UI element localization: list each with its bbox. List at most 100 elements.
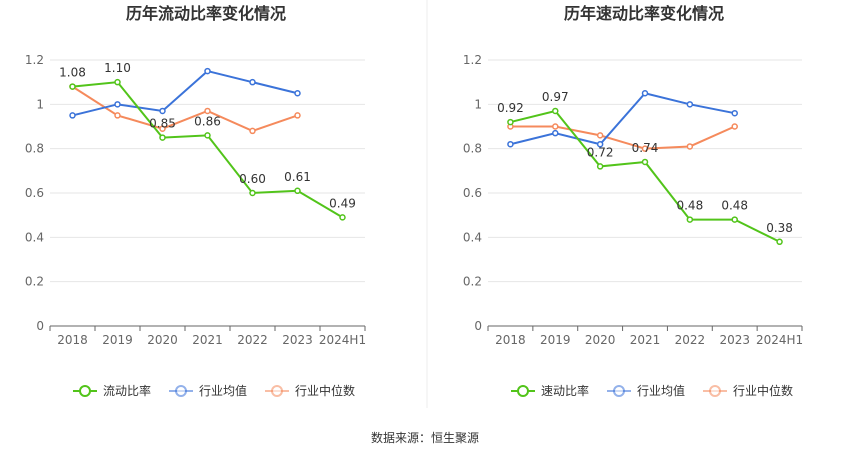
data-point: [686, 143, 694, 150]
legend-label: 行业中位数: [295, 383, 355, 398]
x-tick-label: 2024H1: [319, 333, 366, 347]
y-tick-label: 0.4: [463, 230, 482, 244]
legend-item-3[interactable]: 行业中位数: [703, 383, 793, 398]
legend-label: 行业中位数: [733, 383, 793, 398]
data-point: [249, 127, 256, 135]
data-point: [114, 112, 121, 119]
data-label: 0.86: [194, 114, 221, 128]
legend-marker: [709, 385, 721, 397]
legend-marker: [175, 385, 187, 397]
chart-title: 历年流动比率变化情况: [126, 4, 286, 23]
y-tick-label: 0.4: [25, 230, 44, 244]
data-point: [731, 216, 738, 223]
x-tick-label: 2023: [719, 333, 750, 347]
x-tick-label: 2021: [192, 333, 223, 347]
data-label: 0.61: [284, 170, 311, 184]
legend-marker: [79, 385, 91, 397]
data-label: 0.49: [329, 196, 356, 210]
legend-label: 行业均值: [199, 383, 247, 398]
chart-title: 历年速动比率变化情况: [564, 4, 724, 23]
series-line-1: [72, 81, 344, 219]
data-point: [552, 123, 559, 130]
series-line-2: [510, 92, 735, 146]
x-tick-label: 2024H1: [756, 333, 803, 347]
legend-marker: [271, 385, 283, 397]
x-tick-label: 2020: [147, 333, 178, 347]
legend-item-2[interactable]: 行业均值: [169, 383, 247, 398]
data-point: [731, 123, 738, 130]
data-label: 0.48: [676, 199, 703, 213]
data-label: 0.74: [632, 141, 659, 155]
data-point: [69, 83, 76, 90]
y-tick-label: 1: [36, 97, 44, 111]
x-tick-label: 2021: [630, 333, 661, 347]
y-tick-label: 0.2: [25, 275, 44, 289]
y-tick-label: 1.2: [463, 53, 482, 67]
y-tick-label: 0: [474, 319, 482, 333]
data-point: [552, 129, 559, 137]
data-point: [294, 187, 301, 195]
legend-label: 行业均值: [637, 383, 685, 398]
data-point: [114, 101, 121, 108]
legend-item-3[interactable]: 行业中位数: [265, 383, 355, 398]
data-point: [159, 134, 166, 141]
y-tick-label: 0.8: [25, 142, 44, 156]
data-point: [159, 125, 166, 132]
x-tick-label: 2018: [57, 333, 88, 347]
data-point: [641, 145, 649, 152]
data-point: [294, 112, 301, 119]
data-label: 1.10: [104, 61, 131, 75]
chart-panel-1: 历年流动比率变化情况 0 0.2 0.4 0.6 0.8 1 1.2 2018 2019 2020 2…: [25, 4, 366, 398]
series-line-3: [71, 85, 298, 133]
data-source: 数据来源：恒生聚源: [370, 431, 479, 445]
legend-item-1[interactable]: 速动比率: [511, 383, 589, 398]
y-tick-label: 1.2: [25, 53, 44, 67]
y-tick-label: 0.6: [463, 186, 482, 200]
x-tick-label: 2019: [102, 333, 133, 347]
data-point: [69, 112, 76, 119]
data-label: 0.92: [497, 101, 524, 115]
data-point: [249, 189, 256, 197]
y-tick-label: 0: [36, 319, 44, 333]
x-tick-label: 2018: [495, 333, 526, 347]
series-line-1: [510, 109, 781, 243]
legend-item-2[interactable]: 行业均值: [607, 383, 685, 398]
legend-label: 流动比率: [103, 383, 151, 398]
data-point: [249, 78, 256, 86]
y-tick-label: 0.2: [463, 275, 482, 289]
legend-marker: [613, 385, 625, 397]
data-point: [294, 90, 301, 97]
data-label: 0.38: [766, 221, 793, 235]
x-tick-label: 2022: [237, 333, 268, 347]
data-point: [641, 158, 649, 166]
data-point: [507, 118, 514, 126]
data-point: [776, 238, 783, 246]
x-tick-label: 2019: [540, 333, 571, 347]
data-point: [686, 101, 694, 108]
data-point: [204, 107, 211, 115]
data-point: [339, 214, 346, 221]
y-tick-label: 0.8: [463, 142, 482, 156]
data-point: [731, 109, 738, 117]
legend-marker: [517, 385, 529, 397]
data-label: 0.60: [239, 172, 266, 186]
legend-item-1[interactable]: 流动比率: [73, 383, 151, 398]
data-label: 0.97: [542, 90, 569, 104]
x-tick-label: 2020: [585, 333, 616, 347]
data-point: [552, 107, 559, 115]
series-line-2: [72, 69, 298, 117]
x-tick-label: 2022: [675, 333, 706, 347]
y-tick-label: 0.6: [25, 186, 44, 200]
data-label: 0.72: [587, 145, 614, 159]
chart-panel-2: 历年速动比率变化情况 0 0.2 0.4 0.6 0.8 1 1.2 2018 2019 2020 2…: [463, 4, 803, 398]
data-point: [507, 140, 514, 148]
data-label: 0.48: [721, 199, 748, 213]
data-point: [204, 132, 211, 139]
data-point: [596, 163, 604, 170]
series-line-3: [510, 125, 736, 150]
data-point: [159, 107, 166, 115]
data-point: [114, 78, 121, 86]
legend-label: 速动比率: [541, 383, 589, 398]
data-point: [686, 216, 694, 223]
